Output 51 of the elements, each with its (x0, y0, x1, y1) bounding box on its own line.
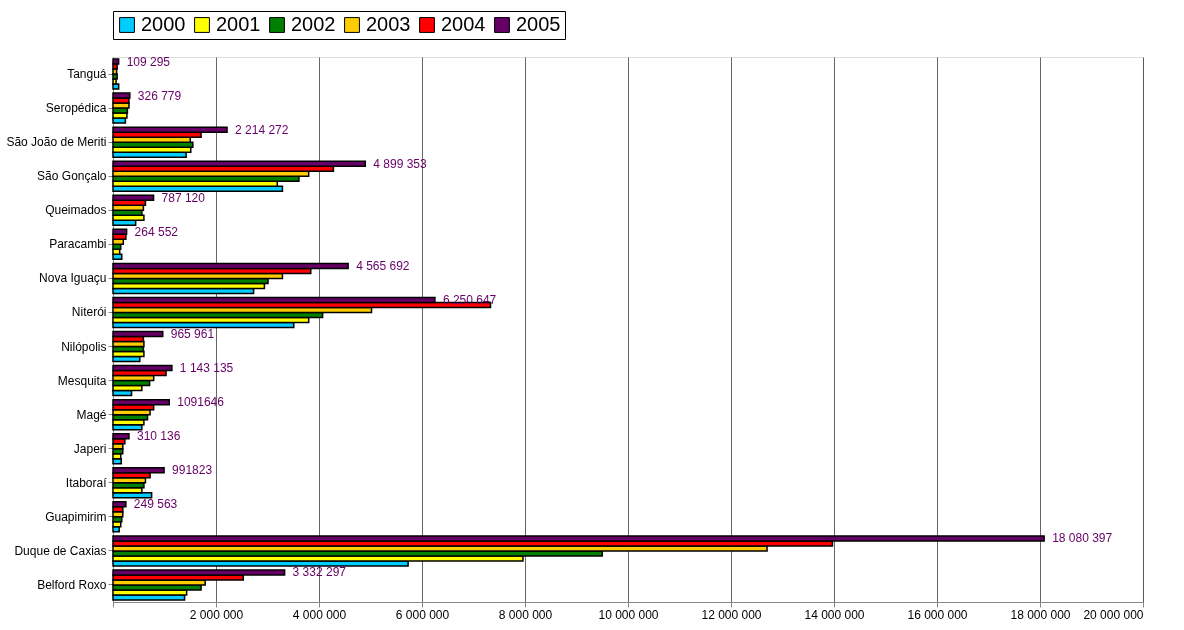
data-label: 326 779 (137, 88, 182, 103)
y-tick-label: Belford Roxo (37, 577, 107, 592)
x-tick-label: 4 000 000 (292, 607, 347, 622)
bar (112, 253, 123, 261)
legend-label: 2002 (291, 13, 336, 35)
y-tick-label: Guapimirim (45, 509, 107, 524)
bar (112, 364, 173, 372)
bar (112, 262, 349, 270)
y-tick-label: Duque de Caxias (14, 543, 107, 558)
legend-label: 2004 (441, 13, 486, 35)
data-label: 4 565 692 (356, 258, 410, 273)
bar (112, 432, 130, 440)
y-tick-label: Mesquita (57, 373, 107, 388)
y-tick-label: Japeri (73, 441, 107, 456)
x-tick-label: 10 000 000 (598, 607, 659, 622)
y-tick-label: Queimados (45, 203, 107, 218)
data-label: 264 552 (134, 224, 179, 239)
data-label: 18 080 397 (1052, 531, 1113, 546)
bar (112, 194, 155, 202)
data-label: 2 214 272 (235, 122, 289, 137)
x-tick-label: 8 000 000 (498, 607, 553, 622)
data-label: 109 295 (126, 54, 171, 69)
y-tick-label: Seropédica (45, 101, 107, 116)
data-label: 310 136 (136, 429, 181, 444)
y-tick-label: Paracambi (49, 237, 107, 252)
bar (112, 398, 170, 406)
data-label: 991823 (172, 463, 213, 478)
y-tick-label: Nova Iguaçu (39, 271, 107, 286)
x-tick-label: 2 000 000 (189, 607, 244, 622)
legend-label: 2000 (141, 13, 186, 35)
y-tick-label: Tanguá (67, 67, 107, 82)
data-label: 965 961 (170, 327, 215, 342)
legend-label: 2005 (516, 13, 561, 35)
x-tick-label: 14 000 000 (804, 607, 865, 622)
x-tick-label: 6 000 000 (395, 607, 450, 622)
legend-label: 2001 (216, 13, 261, 35)
x-tick-label: 12 000 000 (701, 607, 762, 622)
x-tick-label: 16 000 000 (907, 607, 968, 622)
data-label: 249 563 (133, 497, 178, 512)
bar (112, 330, 164, 338)
data-label: 787 120 (161, 190, 206, 205)
y-tick-label: São João de Meriti (6, 135, 107, 150)
x-tick-label: 20 000 000 (1083, 607, 1144, 622)
legend-label: 2003 (366, 13, 411, 35)
y-tick-label: Itaboraí (65, 475, 108, 490)
y-tick-label: Magé (76, 407, 107, 422)
y-tick-label: Nilópolis (61, 339, 107, 354)
x-tick-label: 18 000 000 (1010, 607, 1071, 622)
y-tick-label: São Gonçalo (37, 169, 107, 184)
bar (112, 228, 128, 236)
y-tick-label: Niterói (71, 305, 107, 320)
